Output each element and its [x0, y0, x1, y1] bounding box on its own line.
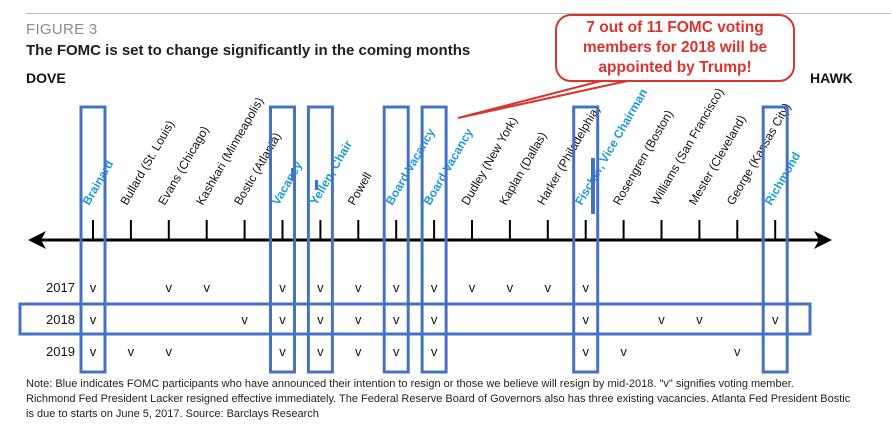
footnote: Note: Blue indicates FOMC participants w…: [26, 377, 886, 422]
participant-label: Fischer, Vice Chairman: [572, 86, 650, 207]
vote-mark: v: [696, 312, 703, 327]
vote-mark: v: [620, 344, 627, 359]
vote-mark: v: [393, 312, 400, 327]
vote-mark: v: [582, 344, 589, 359]
column-highlight-box: [572, 105, 600, 374]
vote-mark: v: [355, 312, 362, 327]
figure-label: FIGURE 3: [26, 21, 98, 38]
vote-mark: v: [772, 312, 779, 327]
left-arrow-icon: [28, 231, 46, 249]
column-highlight-box: [306, 105, 334, 374]
vote-mark: v: [203, 280, 210, 295]
right-arrow-icon: [814, 231, 832, 249]
column-highlight-box: [269, 105, 296, 374]
participant-label: Brainard: [79, 158, 116, 208]
vote-mark: v: [317, 312, 324, 327]
marker-bar: [591, 158, 595, 214]
vote-mark: v: [317, 344, 324, 359]
marker-bar: [315, 180, 318, 190]
vote-mark: v: [393, 280, 400, 295]
vote-mark: v: [507, 280, 514, 295]
vote-mark: v: [279, 344, 286, 359]
column-highlight-box: [382, 105, 410, 374]
figure-title: The FOMC is set to change significantly …: [26, 42, 471, 59]
vote-mark: v: [166, 344, 173, 359]
vote-mark: v: [734, 344, 741, 359]
vote-mark: v: [128, 344, 135, 359]
footnote-line-3: is due to starts on June 5, 2017. Source…: [26, 408, 319, 420]
participant-label: Vacancy: [269, 159, 305, 208]
column-highlight-box: [761, 105, 789, 374]
vote-mark: v: [355, 344, 362, 359]
vote-mark: v: [279, 312, 286, 327]
vote-mark: v: [279, 280, 286, 295]
callout-pointer: [457, 75, 651, 119]
vote-mark: v: [355, 280, 362, 295]
footnote-line-1: Note: Blue indicates FOMC participants w…: [26, 378, 794, 390]
year-label: 2017: [46, 280, 75, 295]
participant-label: Kashkari (Minneapolis): [193, 95, 266, 208]
vote-mark: v: [317, 280, 324, 295]
callout-bubble: 7 out of 11 FOMC voting members for 2018…: [555, 14, 795, 82]
vote-mark: v: [545, 280, 552, 295]
column-highlight-box: [79, 105, 107, 374]
vote-mark: v: [582, 280, 589, 295]
vote-mark: v: [90, 280, 97, 295]
vote-mark: v: [90, 344, 97, 359]
vote-mark: v: [241, 312, 248, 327]
participant-label: Powell: [345, 170, 375, 208]
column-highlight-box: [420, 105, 448, 374]
participant-label: Richmond: [762, 150, 803, 208]
vote-mark: v: [582, 312, 589, 327]
top-rule: [26, 13, 890, 14]
vote-mark: v: [90, 312, 97, 327]
vote-mark: v: [393, 344, 400, 359]
vote-mark: v: [469, 280, 476, 295]
participant-label: Williams (San Francisco): [648, 86, 726, 208]
row-highlight-box: [18, 302, 812, 336]
marker-bar: [291, 168, 294, 180]
callout-text: 7 out of 11 FOMC voting members for 2018…: [582, 19, 768, 76]
year-label: 2019: [46, 344, 75, 359]
footnote-line-2: Richmond Fed President Lacker resigned e…: [26, 393, 851, 405]
year-label: 2018: [46, 312, 75, 327]
hawk-label: HAWK: [810, 70, 853, 86]
vote-mark: v: [431, 280, 438, 295]
vote-mark: v: [658, 312, 665, 327]
dove-label: DOVE: [26, 70, 66, 86]
vote-mark: v: [431, 344, 438, 359]
vote-mark: v: [166, 280, 173, 295]
vote-mark: v: [431, 312, 438, 327]
